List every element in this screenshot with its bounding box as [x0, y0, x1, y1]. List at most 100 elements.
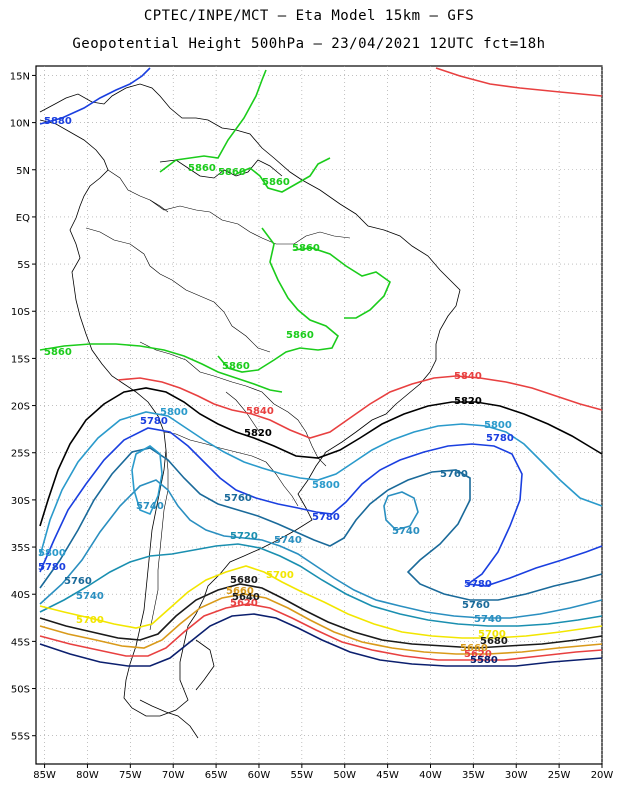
- contour-label: 5820: [244, 428, 272, 439]
- contour-label: 5700: [76, 615, 104, 626]
- contour-label: 5880: [44, 116, 72, 127]
- contour-label: 5840: [246, 406, 274, 417]
- x-tick-label: 50W: [333, 770, 356, 781]
- contour-5780: [39, 427, 603, 587]
- contour-label: 5640: [232, 592, 260, 603]
- contour-label: 5860: [262, 177, 290, 188]
- contour-label: 5860: [292, 243, 320, 254]
- contour-label: 5680: [230, 575, 258, 586]
- contour-label: 5740: [474, 614, 502, 625]
- x-tick-label: 25W: [548, 770, 571, 781]
- contour-label: 5620: [230, 598, 258, 609]
- map-subtitle: Geopotential Height 500hPa – 23/04/2021 …: [72, 36, 546, 52]
- contour-label: 5700: [478, 629, 506, 640]
- contour-label: 5680: [480, 636, 508, 647]
- y-tick-label: 35S: [11, 543, 30, 554]
- x-tick-label: 35W: [462, 770, 485, 781]
- contour-5880-north: [39, 67, 151, 125]
- contour-5620: [39, 603, 603, 661]
- contour-label: 5740: [136, 501, 164, 512]
- contour-label: 5720: [230, 531, 258, 542]
- contour-label: 5780: [486, 433, 514, 444]
- contour-label: 5800: [38, 548, 66, 559]
- contour-label: 5620: [464, 649, 492, 660]
- contour-label: 5800: [160, 407, 188, 418]
- contour-label: 5740: [76, 591, 104, 602]
- contour-label: 5860: [44, 347, 72, 358]
- contour-label: 5660: [226, 586, 254, 597]
- contour-5820: [39, 387, 603, 527]
- y-tick-label: 45S: [11, 637, 30, 648]
- contour-5840-mid: [117, 375, 603, 439]
- contour-5840-north: [435, 67, 603, 97]
- contour-label: 5860: [286, 330, 314, 341]
- contour-5660: [39, 593, 603, 655]
- x-tick-label: 85W: [33, 770, 56, 781]
- contour-label: 5740: [392, 526, 420, 537]
- contour-labels: 5880 5860 5860 5860 5860 5860 5860 5860 …: [38, 116, 514, 666]
- contour-label: 5660: [460, 643, 488, 654]
- longitude-ticks: 85W 80W 75W 70W 65W 60W 55W 50W 45W 40W 35W 30W 25W 2…: [33, 764, 613, 781]
- contour-5740: [39, 479, 603, 619]
- y-tick-label: 15S: [11, 354, 30, 365]
- latitude-ticks: 15N 10N 5N EQ 5S 10S 15S 20S 25S 30S 35S 40S 45S 50S 5…: [10, 71, 36, 743]
- graticule: [36, 66, 603, 764]
- x-tick-label: 55W: [291, 770, 314, 781]
- y-tick-label: 40S: [11, 590, 30, 601]
- x-tick-label: 80W: [76, 770, 99, 781]
- y-tick-label: 20S: [11, 402, 30, 413]
- contour-label: 5860: [188, 163, 216, 174]
- contour-label: 5780: [312, 512, 340, 523]
- contour-5860-west: [39, 343, 283, 393]
- contour-label: 5800: [484, 420, 512, 431]
- country-borders: [85, 169, 351, 631]
- contour-label: 5800: [312, 480, 340, 491]
- contour-label: 5580: [470, 655, 498, 666]
- contour-label: 5760: [462, 600, 490, 611]
- contour-5580: [39, 613, 603, 667]
- contour-5760: [39, 447, 603, 601]
- x-tick-label: 20W: [591, 770, 614, 781]
- contour-label: 5860: [218, 167, 246, 178]
- contour-label: 5820: [454, 396, 482, 407]
- x-tick-label: 60W: [248, 770, 271, 781]
- contour-label: 5840: [454, 371, 482, 382]
- contour-5780-closed: [131, 445, 163, 516]
- contour-5740-closed: [383, 491, 419, 531]
- contour-label: 5700: [266, 570, 294, 581]
- y-tick-label: 55S: [11, 732, 30, 743]
- contour-label: 5780: [38, 562, 66, 573]
- x-tick-label: 40W: [419, 770, 442, 781]
- contour-5860-amazon: [217, 227, 391, 373]
- contour-label: 5780: [140, 416, 168, 427]
- coastline: [39, 83, 461, 739]
- x-tick-label: 30W: [505, 770, 528, 781]
- x-tick-label: 70W: [162, 770, 185, 781]
- y-tick-label: 10N: [10, 119, 30, 130]
- y-tick-label: 25S: [11, 449, 30, 460]
- contour-label: 5740: [274, 535, 302, 546]
- contour-label: 5760: [440, 469, 468, 480]
- map-title: CPTEC/INPE/MCT – Eta Model 15km – GFS: [143, 8, 475, 24]
- y-tick-label: 10S: [11, 307, 30, 318]
- y-tick-label: 15N: [10, 71, 30, 82]
- height-contours: [39, 67, 603, 667]
- y-tick-label: EQ: [16, 213, 30, 224]
- contour-label: 5860: [222, 361, 250, 372]
- x-tick-label: 45W: [376, 770, 399, 781]
- contour-5800: [39, 411, 603, 557]
- contour-5700: [39, 565, 603, 639]
- y-tick-label: 30S: [11, 496, 30, 507]
- x-tick-label: 65W: [205, 770, 228, 781]
- contour-5720: [39, 543, 603, 627]
- contour-label: 5780: [464, 579, 492, 590]
- x-tick-label: 75W: [119, 770, 142, 781]
- contour-5680: [39, 583, 603, 649]
- y-tick-label: 5S: [17, 260, 30, 271]
- y-tick-label: 50S: [11, 685, 30, 696]
- y-tick-label: 5N: [16, 166, 30, 177]
- contour-label: 5760: [224, 493, 252, 504]
- contour-5860-north: [159, 69, 331, 193]
- contour-label: 5760: [64, 576, 92, 587]
